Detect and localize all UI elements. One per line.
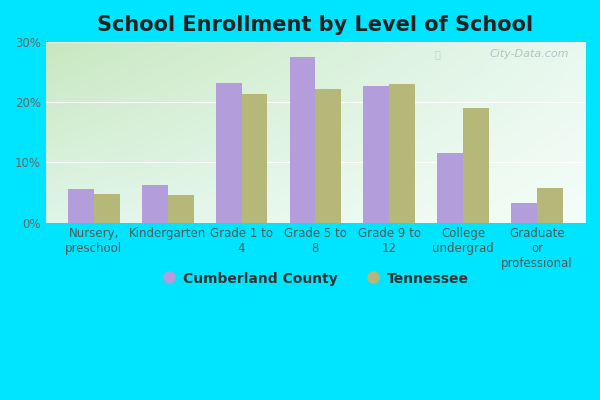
Bar (316, 89, 341, 222)
Bar (437, 154, 463, 222)
Bar (142, 185, 168, 222)
Bar (242, 94, 268, 222)
Text: City-Data.com: City-Data.com (490, 49, 569, 59)
Bar (94, 194, 120, 222)
Bar (68, 190, 94, 222)
Bar (463, 108, 489, 222)
Bar (290, 57, 316, 222)
Title: School Enrollment by Level of School: School Enrollment by Level of School (97, 15, 533, 35)
Bar (537, 188, 563, 222)
Bar (511, 203, 537, 222)
Bar (364, 86, 389, 222)
Text: 🔍: 🔍 (434, 49, 440, 59)
Bar (168, 195, 194, 222)
Bar (389, 84, 415, 222)
Bar (216, 83, 242, 222)
Legend: Cumberland County, Tennessee: Cumberland County, Tennessee (157, 266, 474, 292)
